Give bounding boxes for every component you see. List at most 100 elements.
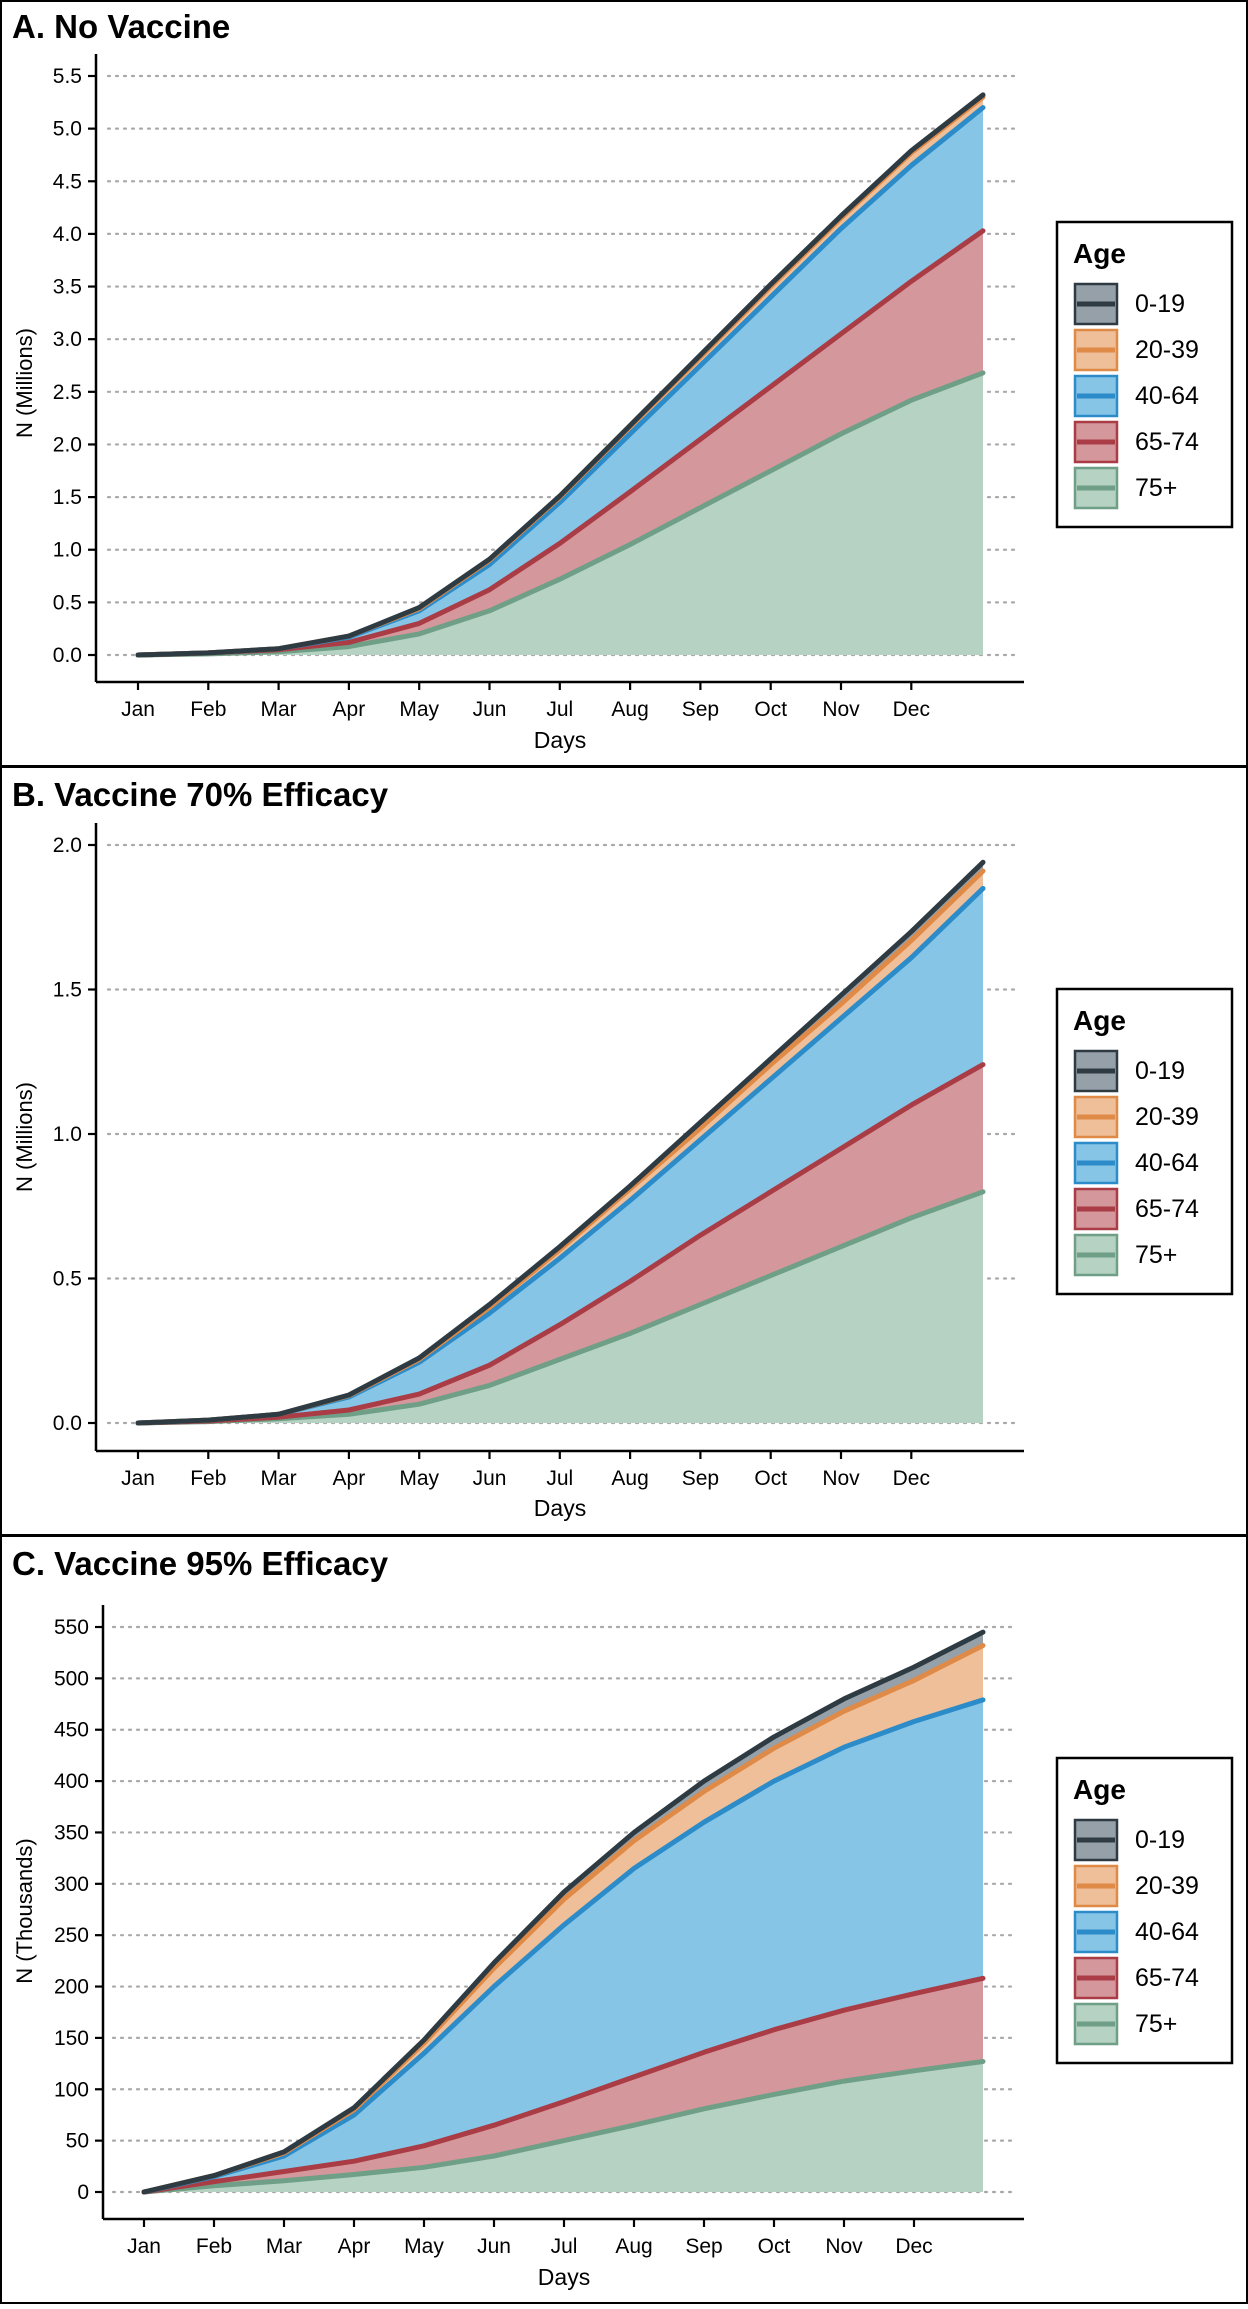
area-75+ [144,2061,983,2192]
legend-title: Age [1073,1005,1126,1036]
legend-label: 20-39 [1135,1103,1199,1131]
legend-label: 40-64 [1135,1149,1199,1177]
legend: Age 0-19 20-39 40-64 65-74 75+ [1055,987,1234,1296]
x-tick-label: May [399,1467,439,1490]
x-tick-label: Feb [196,2235,232,2258]
y-tick-label: 0.0 [53,644,82,667]
legend-label: 0-19 [1135,290,1185,318]
panel-vaccine-95: C. Vaccine 95% Efficacy 0 50 100 150 200 250 3… [0,1535,1248,2304]
panel-vaccine-70: B. Vaccine 70% Efficacy 0.0 0.5 1.0 1.5 2.0 J… [0,766,1248,1536]
x-axis-label: Days [534,1495,586,1521]
x-tick-label: Nov [825,2235,863,2258]
y-tick-label: 2.0 [53,834,82,857]
line-75+ [141,2059,986,2195]
y-tick-label: 1.0 [53,539,82,562]
x-tick-label: Jun [477,2235,511,2258]
y-tick-label: 300 [54,1873,89,1896]
x-tick-label: Jun [473,1467,507,1490]
x-tick-label: Nov [822,698,860,721]
legend-label: 40-64 [1135,382,1199,410]
y-tick-label: 5.0 [53,118,82,141]
legend-label: 20-39 [1135,1872,1199,1900]
x-tick-label: Sep [682,698,719,721]
x-tick-label: Jun [473,698,507,721]
x-tick-label: Mar [261,698,297,721]
y-tick-label: 1.5 [53,979,82,1002]
y-axis-label: N (Millions) [12,328,37,438]
x-tick-label: Jan [127,2235,161,2258]
legend-label: 40-64 [1135,1918,1199,1946]
line-40-64 [141,1697,986,2195]
x-tick-label: May [404,2235,444,2258]
y-tick-label: 550 [54,1616,89,1639]
x-tick-label: Apr [333,698,366,721]
x-tick-label: Jul [551,2235,578,2258]
y-tick-label: 0.5 [53,1268,82,1291]
x-tick-label: Oct [758,2235,791,2258]
x-tick-label: Dec [895,2235,932,2258]
y-tick-label: 150 [54,2027,89,2050]
y-tick-label: 400 [54,1770,89,1793]
x-tick-label: Aug [615,2235,652,2258]
legend: Age 0-19 20-39 40-64 65-74 75+ [1055,220,1234,529]
legend-label: 65-74 [1135,1195,1199,1223]
y-tick-label: 0.0 [53,1412,82,1435]
plot-area: 0.0 0.5 1.0 1.5 2.0 2.5 3.0 3.5 4.0 4.5 5.0 5.5 Jan F… [53,54,1024,721]
panel-title: B. Vaccine 70% Efficacy [12,776,389,813]
panel-title: A. No Vaccine [12,8,230,45]
legend-label: 75+ [1135,1241,1177,1269]
legend-label: 20-39 [1135,336,1199,364]
y-tick-label: 1.0 [53,1123,82,1146]
x-tick-label: May [399,698,439,721]
x-tick-label: Sep [682,1467,719,1490]
legend-label: 65-74 [1135,1964,1199,1992]
line-0-19 [135,92,986,658]
y-tick-label: 100 [54,2078,89,2101]
y-tick-label: 4.0 [53,223,82,246]
x-tick-label: Jul [546,698,573,721]
line-0-19 [141,1629,986,2195]
x-tick-label: Nov [822,1467,860,1490]
x-tick-label: Apr [333,1467,366,1490]
y-tick-label: 2.5 [53,381,82,404]
legend-label: 65-74 [1135,428,1199,456]
panel-no-vaccine: A. No Vaccine 0.0 0.5 1.0 1.5 2.0 2.5 3.0 3.5 4.… [0,0,1248,767]
legend-label: 0-19 [1135,1057,1185,1085]
x-tick-label: Jan [121,698,155,721]
y-tick-label: 4.5 [53,170,82,193]
line-0-19 [135,859,986,1426]
y-tick-label: 2.0 [53,433,82,456]
plot-area: 0.0 0.5 1.0 1.5 2.0 Jan Feb Mar Apr May Jun Jul Aug S… [53,823,1024,1490]
panel-title: C. Vaccine 95% Efficacy [12,1545,389,1582]
y-tick-label: 1.5 [53,486,82,509]
legend-label: 75+ [1135,474,1177,502]
y-tick-label: 0 [77,2181,89,2204]
y-tick-label: 0.5 [53,591,82,614]
line-65-74 [135,1062,986,1426]
line-65-74 [141,1975,986,2195]
x-tick-label: Oct [754,1467,787,1490]
x-tick-label: Oct [754,698,787,721]
y-tick-label: 250 [54,1924,89,1947]
x-tick-label: Feb [190,698,226,721]
legend: Age 0-19 20-39 40-64 65-74 75+ [1055,1756,1234,2065]
area-75+ [138,372,983,655]
legend-box [1055,1756,1234,2065]
x-tick-label: Jan [121,1467,155,1490]
x-tick-label: Dec [893,698,930,721]
area-75+ [138,1191,983,1423]
y-tick-label: 350 [54,1821,89,1844]
legend-title: Age [1073,238,1126,269]
x-axis-label: Days [538,2264,590,2290]
y-tick-label: 450 [54,1719,89,1742]
y-tick-label: 5.5 [53,65,82,88]
x-axis-label: Days [534,727,586,753]
x-tick-label: Aug [611,698,648,721]
x-tick-label: Sep [685,2235,722,2258]
x-tick-label: Mar [266,2235,302,2258]
y-tick-label: 500 [54,1667,89,1690]
legend-label: 75+ [1135,2010,1177,2038]
plot-area: 0 50 100 150 200 250 300 350 400 450 500 550 Jan Feb M… [54,1605,1024,2258]
x-tick-label: Aug [611,1467,648,1490]
